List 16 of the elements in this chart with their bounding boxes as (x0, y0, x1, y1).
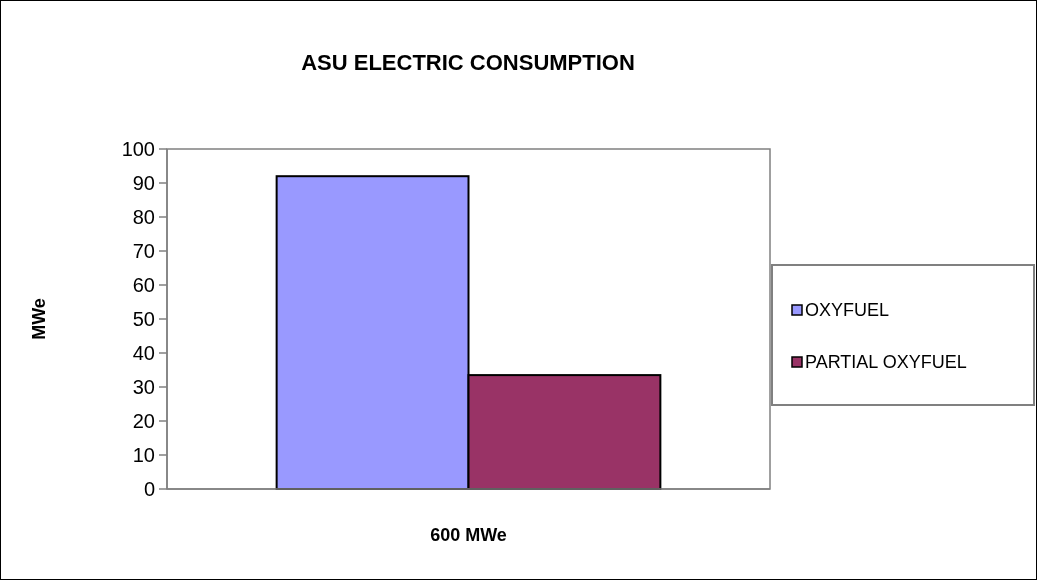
y-tick-label: 50 (132, 308, 155, 330)
y-tick-label: 20 (132, 410, 155, 432)
y-axis-title: MWe (29, 298, 49, 340)
legend-label: OXYFUEL (805, 300, 890, 321)
chart-title: ASU ELECTRIC CONSUMPTION (301, 50, 635, 75)
y-tick-label: 80 (132, 206, 155, 228)
y-tick-label: 90 (132, 172, 155, 194)
y-tick-label: 30 (132, 376, 155, 398)
y-tick-label: 100 (121, 138, 155, 160)
legend-label: PARTIAL OXYFUEL (805, 352, 967, 373)
y-tick-label: 70 (132, 240, 155, 262)
y-tick-label: 0 (143, 478, 155, 500)
y-tick-label: 60 (132, 274, 155, 296)
y-tick-label: 40 (132, 342, 155, 364)
x-axis-title: 600 MWe (430, 525, 507, 545)
y-tick-label: 10 (132, 444, 155, 466)
